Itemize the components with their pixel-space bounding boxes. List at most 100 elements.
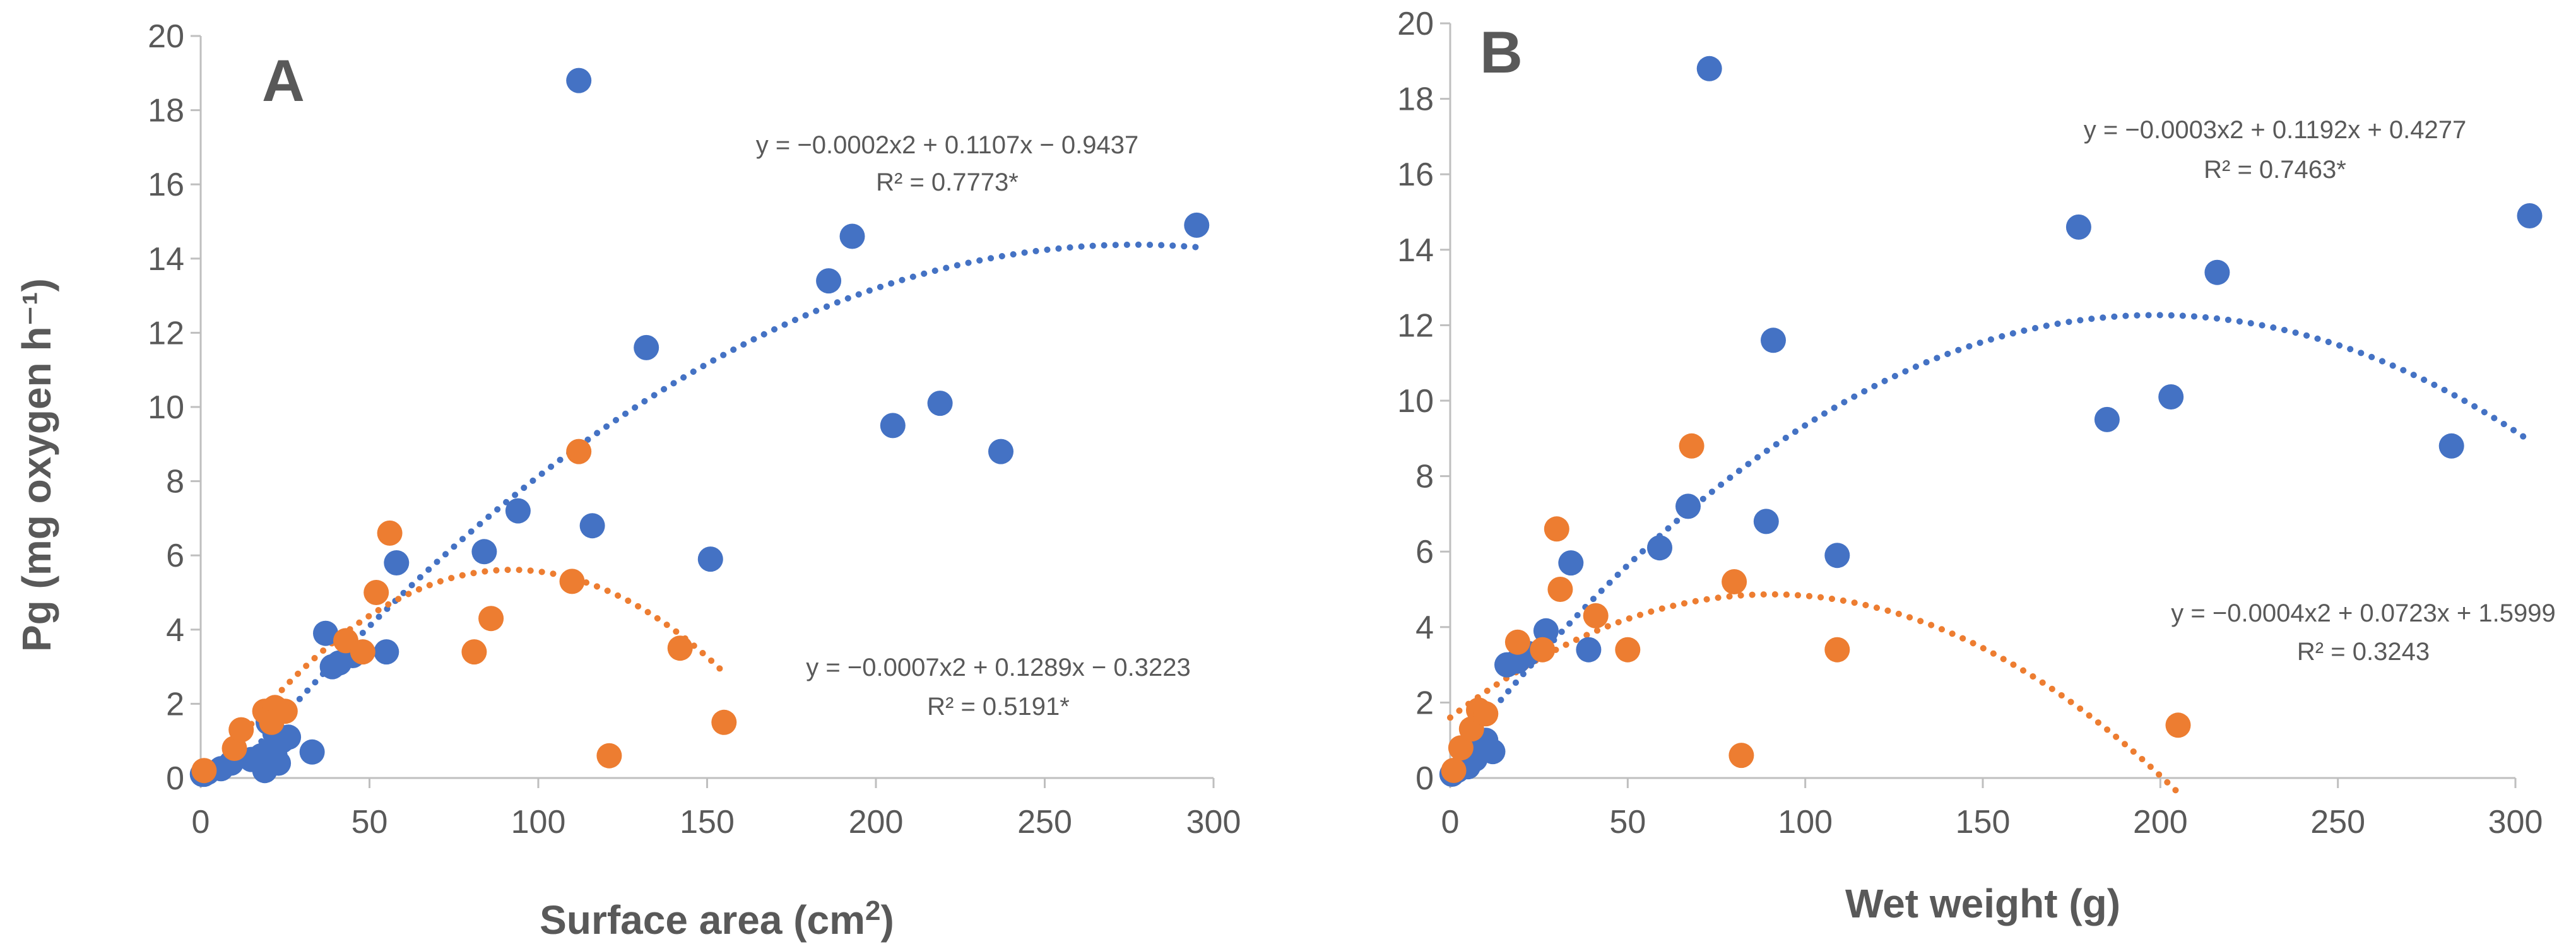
panel-b-blue-r2: R² = 0.7463* xyxy=(2204,156,2346,184)
panel-a-x-axis-title-close: ) xyxy=(881,897,894,943)
panel-b-orange-point xyxy=(1473,701,1499,727)
panel-b-x-axis-title: Wet weight (g) xyxy=(1845,881,2120,926)
panel-b-blue-point xyxy=(1753,509,1779,534)
panel-a-orange-r2: R² = 0.5191* xyxy=(927,693,1070,721)
panel-a-chart: A Pg (mg oxygen h⁻¹) Surface area (cm2) … xyxy=(14,18,1241,943)
panel-a-blue-point xyxy=(927,391,953,416)
panel-b-x-tick-label: 100 xyxy=(1778,804,1833,840)
panel-b-orange-point xyxy=(1544,516,1569,542)
panel-b-x-tick-label: 150 xyxy=(1956,804,2011,840)
panel-b-blue-point xyxy=(1480,739,1506,765)
panel-a-x-tick-label: 150 xyxy=(680,804,735,840)
panel-a-y-tick-label: 4 xyxy=(166,612,184,649)
panel-b-blue-point xyxy=(2094,406,2120,432)
panel-b-orange-point xyxy=(1448,735,1474,761)
panel-b-blue-point xyxy=(1824,543,1850,569)
panel-b-blue-point xyxy=(1696,56,1722,81)
panel-b-orange-point xyxy=(1615,637,1641,663)
panel-b-orange-point xyxy=(1547,577,1573,602)
panel-a-x-tick-label: 50 xyxy=(352,804,388,840)
panel-a-y-tick-label: 18 xyxy=(148,93,184,129)
panel-b-orange-point xyxy=(1679,433,1705,459)
panel-b-x-tick-label: 300 xyxy=(2488,804,2543,840)
panel-a-y-tick-label: 16 xyxy=(148,167,184,203)
panel-a-blue-point xyxy=(839,223,865,249)
panel-a-orange-trendline xyxy=(248,566,728,728)
panel-a-blue-point xyxy=(579,513,605,539)
panel-a-x-tick-label: 250 xyxy=(1017,804,1072,840)
panel-a-orange-point xyxy=(559,569,585,594)
panel-b-blue-point xyxy=(2158,384,2184,410)
panel-b-orange-point xyxy=(1441,758,1467,783)
panel-a-orange-point xyxy=(363,580,389,605)
panel-a-orange-point xyxy=(191,758,217,784)
panel-a-label: A xyxy=(262,47,305,114)
panel-a-orange-point xyxy=(272,698,298,724)
panel-b-orange-point xyxy=(1583,603,1609,628)
panel-a-orange-point xyxy=(596,743,622,769)
panel-a-y-tick-label: 0 xyxy=(166,760,184,797)
panel-b-y-tick-label: 2 xyxy=(1415,685,1434,721)
panel-a-blue-equation: y = −0.0002x2 + 0.1107x − 0.9437 xyxy=(756,131,1138,159)
panel-b-label: B xyxy=(1480,19,1523,85)
panel-a-y-tick-label: 6 xyxy=(166,538,184,574)
panel-a-y-tick-label: 20 xyxy=(148,18,184,55)
panel-b-blue-point xyxy=(1533,618,1559,644)
panel-a-blue-point xyxy=(299,739,325,765)
panel-b-y-tick-label: 8 xyxy=(1415,459,1434,495)
panel-b-y-tick-label: 20 xyxy=(1397,6,1434,42)
panel-a-blue-point xyxy=(1184,212,1210,238)
panel-a-x-axis-title-main: Surface area (cm xyxy=(540,897,865,943)
panel-a-blue-point xyxy=(988,439,1013,464)
panel-a-x-tick-label: 100 xyxy=(511,804,566,840)
panel-a-orange-point xyxy=(377,520,403,546)
panel-a-blue-point xyxy=(816,268,842,294)
panel-b-orange-trendline xyxy=(1447,591,2182,796)
panel-a-orange-point xyxy=(350,639,375,665)
panel-b-y-tick-label: 16 xyxy=(1397,156,1434,193)
panel-b-orange-equation: y = −0.0004x2 + 0.0723x + 1.5999 xyxy=(2171,599,2555,627)
panel-a-y-axis-title: Pg (mg oxygen h⁻¹) xyxy=(14,278,59,652)
panel-b-orange-point xyxy=(1504,629,1530,655)
panel-a-orange-point xyxy=(667,635,693,661)
panel-b-orange-point xyxy=(1722,569,1747,594)
panel-a-y-tick-label: 10 xyxy=(148,389,184,426)
panel-b-orange-r2: R² = 0.3243 xyxy=(2297,638,2430,666)
panel-a-x-axis-title-superscript: 2 xyxy=(865,895,880,926)
panel-a-blue-point xyxy=(634,334,659,360)
panel-b-orange-point xyxy=(1728,743,1754,769)
panel-b-blue-point xyxy=(1675,493,1701,519)
panel-b-orange-point xyxy=(2165,712,2191,738)
panel-a-orange-point xyxy=(566,439,592,464)
panel-a-blue-point xyxy=(374,639,399,665)
panel-a-orange-point xyxy=(711,709,737,735)
panel-b-x-tick-label: 250 xyxy=(2310,804,2365,840)
panel-a-orange-point xyxy=(478,606,504,632)
panel-a-x-tick-label: 200 xyxy=(849,804,904,840)
panel-a-blue-point xyxy=(471,539,497,565)
panel-b-x-tick-label: 0 xyxy=(1441,804,1460,840)
panel-b-orange-point xyxy=(1824,637,1850,663)
panel-a-blue-point xyxy=(384,550,410,575)
panel-b-x-tick-label: 50 xyxy=(1609,804,1646,840)
panel-b-y-tick-label: 0 xyxy=(1415,760,1434,797)
panel-b-y-tick-label: 4 xyxy=(1415,610,1434,646)
panel-b-blue-trendline xyxy=(1454,312,2533,757)
panel-b-blue-point xyxy=(2065,214,2091,240)
panel-a-x-axis-title: Surface area (cm2) xyxy=(540,895,894,943)
panel-b-blue-point xyxy=(1576,637,1602,663)
panel-a-y-tick-label: 2 xyxy=(166,686,184,722)
panel-a-orange-point xyxy=(228,717,254,743)
panel-a-x-tick-label: 0 xyxy=(192,804,210,840)
panel-b-blue-point xyxy=(1761,327,1786,353)
panel-b-blue-equation: y = −0.0003x2 + 0.1192x + 0.4277 xyxy=(2084,116,2466,144)
panel-b-blue-point xyxy=(2517,203,2543,228)
panel-b-blue-point xyxy=(1558,550,1584,576)
panel-a-blue-point xyxy=(266,750,292,776)
panel-b-y-tick-label: 12 xyxy=(1397,307,1434,344)
panel-a-orange-equation: y = −0.0007x2 + 0.1289x − 0.3223 xyxy=(806,654,1190,681)
panel-a-orange-point xyxy=(461,639,487,665)
panel-a-blue-point xyxy=(697,546,723,572)
panel-a-blue-point xyxy=(505,498,531,524)
